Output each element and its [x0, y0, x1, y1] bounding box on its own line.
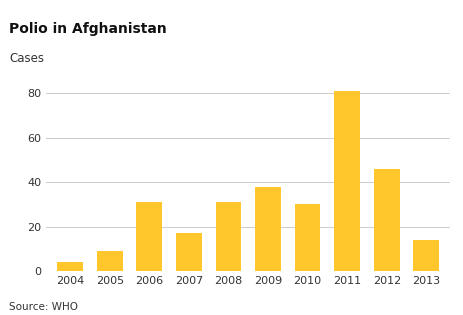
Bar — [215, 202, 241, 271]
Bar — [175, 233, 201, 271]
Bar — [57, 262, 83, 271]
Bar — [255, 186, 280, 271]
Text: Source: WHO: Source: WHO — [9, 302, 78, 312]
Bar — [97, 251, 122, 271]
Bar — [334, 91, 359, 271]
Bar — [136, 202, 162, 271]
Bar — [373, 169, 399, 271]
Text: Polio in Afghanistan: Polio in Afghanistan — [9, 22, 167, 36]
Text: Cases: Cases — [9, 52, 44, 65]
Bar — [413, 240, 438, 271]
Bar — [294, 204, 320, 271]
